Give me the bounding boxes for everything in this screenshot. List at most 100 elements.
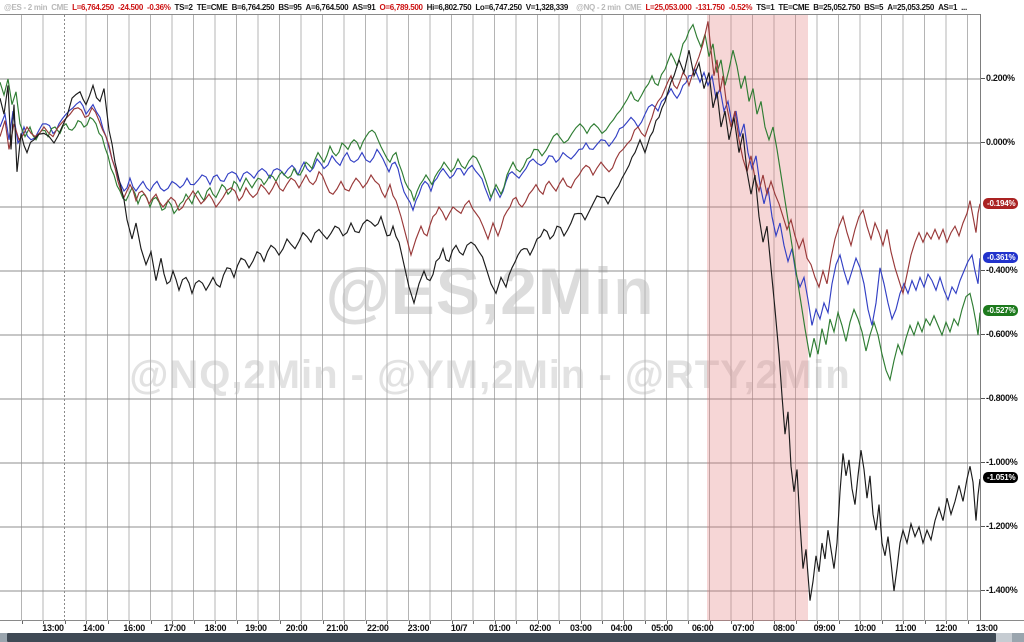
time-axis-tick [946, 621, 947, 624]
price-axis-tick [981, 142, 985, 143]
time-axis-label: 11:00 [895, 623, 917, 633]
time-axis-label: 20:00 [285, 623, 308, 633]
time-axis-label: 10/7 [450, 623, 468, 633]
price-axis-label: -1.000% [986, 457, 1018, 467]
time-axis-label: 18:00 [204, 623, 227, 633]
time-axis-tick [903, 621, 904, 624]
time-axis-tick [860, 621, 861, 624]
time-axis-label: 21:00 [326, 623, 348, 633]
quote-field: Lo=6,747.250 [475, 2, 522, 12]
time-axis-label: 03:00 [570, 623, 592, 633]
time-axis-tick [537, 621, 539, 624]
time-axis-tick [408, 621, 410, 624]
price-axis-tick [981, 270, 985, 271]
time-axis-tick [580, 621, 582, 624]
price-axis-tick [981, 462, 985, 463]
quote-field: CME [624, 2, 642, 12]
time-axis-tick [150, 621, 152, 624]
price-axis-label: -1.200% [986, 521, 1018, 531]
time-axis-tick [451, 621, 453, 624]
price-axis-label: -0.600% [986, 329, 1018, 339]
quote-field: BS=95 [278, 2, 302, 12]
quote-field: AS=91 [352, 2, 376, 12]
time-axis-label: 22:00 [367, 623, 389, 633]
quote-field: @NQ - 2 min [576, 2, 621, 12]
time-axis-tick [666, 621, 668, 624]
quote-field: B=6,764.250 [231, 2, 275, 12]
time-axis-tick [494, 621, 496, 624]
time-axis-label: 10:00 [854, 623, 876, 633]
time-axis-label: 13:00 [976, 623, 998, 633]
quote-field: V=1,328,339 [525, 2, 569, 12]
time-axis-label: 12:00 [935, 623, 957, 633]
series-es2min [0, 67, 980, 326]
time-axis-tick [924, 621, 926, 624]
time-axis: 13:00 14:00 16:00 17:00 18:00 19:00 20:00 21:00… [0, 620, 1024, 633]
time-axis-label: 05:00 [651, 623, 673, 633]
horizontal-scrollbar[interactable] [0, 633, 1024, 642]
quote-group: @ES - 2 min CME L=6,764.250 -24.500 -0.36% TS… [4, 3, 572, 12]
price-chart[interactable] [0, 15, 980, 621]
quote-field: -24.500 [117, 2, 143, 12]
time-axis-tick [795, 621, 797, 624]
time-axis-tick [86, 621, 87, 624]
highlight-band [707, 15, 808, 621]
chart-plot-area[interactable]: @ES,2Min @NQ,2Min - @YM,2Min - @RTY,2Min [0, 14, 980, 621]
time-axis-tick [365, 621, 367, 624]
price-axis-label: -0.800% [986, 393, 1018, 403]
last-price-badge: -0.361% [983, 251, 1019, 263]
scrollbar-left-button[interactable] [0, 633, 7, 642]
watermark-secondary: @NQ,2Min - @YM,2Min - @RTY,2Min [129, 353, 851, 397]
time-axis-tick [215, 621, 216, 624]
price-axis-label: 0.000% [986, 137, 1015, 147]
quote-field: B=25,052.750 [813, 2, 861, 12]
quote-field: CME [51, 2, 69, 12]
time-axis-tick [967, 621, 969, 624]
quote-field: ... [961, 2, 967, 12]
time-axis-tick [64, 621, 66, 624]
price-axis-tick [981, 398, 985, 399]
quote-field: TS=2 [174, 2, 193, 12]
watermark-primary: @ES,2Min [325, 254, 655, 328]
time-axis-tick [752, 621, 754, 624]
time-axis-label: 23:00 [407, 623, 430, 633]
time-axis-tick [559, 621, 560, 624]
time-axis-tick [258, 621, 259, 624]
time-axis-tick [322, 621, 324, 624]
last-price-badge: -0.194% [983, 198, 1019, 210]
time-axis-label: 08:00 [773, 623, 795, 633]
time-axis-label: 02:00 [529, 623, 551, 633]
last-price-badge: -0.527% [983, 304, 1019, 316]
time-axis-tick [645, 621, 646, 624]
time-axis-tick [193, 621, 195, 624]
price-axis-tick [981, 78, 985, 79]
time-axis-label: 04:00 [610, 623, 633, 633]
scrollbar-thumb[interactable] [7, 633, 996, 642]
quote-field: L=25,053.000 [645, 2, 692, 12]
time-axis-tick [516, 621, 517, 624]
series-ym2min [0, 21, 980, 296]
price-axis-tick [981, 334, 985, 335]
time-axis-tick [430, 621, 431, 624]
time-axis-tick [387, 621, 388, 624]
quote-field: AS=1 [938, 2, 958, 12]
time-axis-tick [623, 621, 625, 624]
quote-field: L=6,764.250 [72, 2, 114, 12]
quote-field: Hi=6,802.750 [426, 2, 472, 12]
price-axis: 0.200% 0.000% -0.400% -0.600% -0.800% -1.000%… [980, 14, 1024, 620]
time-axis-tick [688, 621, 689, 624]
time-axis-label: 16:00 [123, 623, 145, 633]
time-axis-tick [129, 621, 130, 624]
time-axis-label: 07:00 [732, 623, 754, 633]
series-nq2min [0, 23, 980, 382]
time-axis-tick [236, 621, 238, 624]
quote-field: -0.52% [728, 2, 753, 12]
time-axis-label: 06:00 [691, 623, 714, 633]
time-axis-tick [301, 621, 302, 624]
time-axis-label: 13:00 [42, 623, 64, 633]
scrollbar-right-button[interactable] [1012, 633, 1024, 642]
time-axis-tick [279, 621, 281, 624]
quote-field: O=6,789.500 [379, 2, 423, 12]
quote-field: BS=5 [864, 2, 884, 12]
